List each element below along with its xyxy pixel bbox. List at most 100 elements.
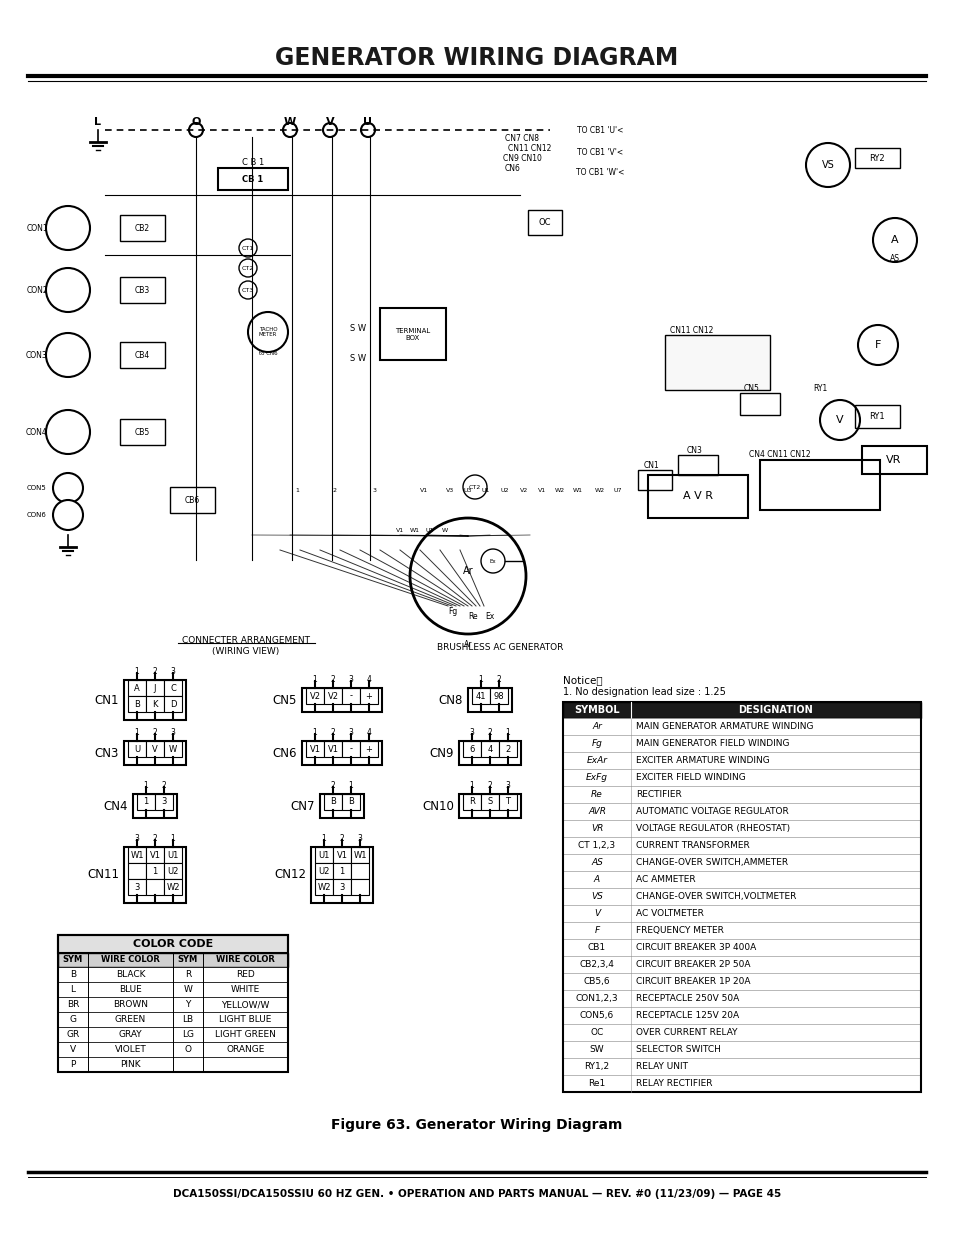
Text: F: F xyxy=(874,340,881,350)
Bar xyxy=(311,847,373,903)
Text: CN10: CN10 xyxy=(421,799,454,813)
Circle shape xyxy=(239,259,256,277)
Text: OC: OC xyxy=(538,217,551,226)
Text: CB5,6: CB5,6 xyxy=(583,977,610,986)
Bar xyxy=(562,803,920,820)
Text: RELAY RECTIFIER: RELAY RECTIFIER xyxy=(636,1079,712,1088)
Bar xyxy=(854,405,899,429)
Text: SW: SW xyxy=(589,1045,603,1053)
Bar xyxy=(124,847,186,903)
Bar xyxy=(341,794,359,810)
Text: LB: LB xyxy=(182,1015,193,1024)
Bar xyxy=(562,1024,920,1041)
Bar xyxy=(562,853,920,871)
Text: ORANGE: ORANGE xyxy=(226,1045,264,1053)
Text: GRAY: GRAY xyxy=(118,1030,142,1039)
Text: VR: VR xyxy=(590,824,602,832)
Bar xyxy=(351,847,369,863)
Bar xyxy=(678,454,718,475)
Text: WIRE COLOR: WIRE COLOR xyxy=(215,956,274,965)
Text: 3: 3 xyxy=(357,834,362,844)
Bar xyxy=(562,990,920,1007)
Text: 1: 1 xyxy=(144,781,149,790)
Text: V: V xyxy=(70,1045,76,1053)
Text: 1: 1 xyxy=(171,834,175,844)
Text: 6: 6 xyxy=(469,745,475,753)
Bar xyxy=(562,735,920,752)
Circle shape xyxy=(189,124,203,137)
Bar xyxy=(132,794,177,818)
Text: B: B xyxy=(70,969,76,979)
Text: CN5: CN5 xyxy=(743,384,760,393)
Text: CN6: CN6 xyxy=(273,746,296,760)
Text: CB5: CB5 xyxy=(134,427,150,436)
Text: 2: 2 xyxy=(497,676,501,684)
Text: 2: 2 xyxy=(331,727,335,737)
Text: 1: 1 xyxy=(143,798,149,806)
Bar xyxy=(480,794,498,810)
Text: -: - xyxy=(349,745,352,753)
Circle shape xyxy=(53,500,83,530)
Text: W2: W2 xyxy=(317,883,331,892)
Text: L: L xyxy=(71,986,75,994)
Bar xyxy=(164,680,182,697)
Text: W: W xyxy=(169,745,177,753)
Circle shape xyxy=(410,517,525,634)
Text: CN1: CN1 xyxy=(643,461,659,469)
Text: CT3: CT3 xyxy=(242,288,253,293)
Bar xyxy=(462,794,480,810)
Text: V1: V1 xyxy=(537,488,545,493)
Text: R: R xyxy=(469,798,475,806)
Text: CN11: CN11 xyxy=(87,868,119,882)
Bar xyxy=(562,752,920,769)
Text: 1: 1 xyxy=(505,727,510,737)
Circle shape xyxy=(805,143,849,186)
Text: P: P xyxy=(71,1060,75,1070)
Text: V3: V3 xyxy=(445,488,454,493)
Text: B: B xyxy=(330,798,335,806)
Text: 2: 2 xyxy=(152,834,157,844)
Bar xyxy=(164,697,182,713)
Bar xyxy=(458,794,520,818)
Bar xyxy=(124,680,186,720)
Text: V1: V1 xyxy=(419,488,428,493)
Text: U1: U1 xyxy=(318,851,330,860)
Circle shape xyxy=(857,325,897,366)
Text: CT 1,2,3: CT 1,2,3 xyxy=(578,841,615,850)
Text: 1: 1 xyxy=(134,727,139,737)
Bar xyxy=(324,794,341,810)
Text: 1: 1 xyxy=(348,781,353,790)
Bar xyxy=(128,847,146,863)
Text: V: V xyxy=(152,745,157,753)
Text: 1: 1 xyxy=(339,867,344,876)
Text: V2: V2 xyxy=(309,692,320,700)
Text: 4: 4 xyxy=(366,676,371,684)
Bar xyxy=(164,741,182,757)
Bar xyxy=(490,688,507,704)
Text: A: A xyxy=(890,235,898,245)
Text: RY2: RY2 xyxy=(868,153,883,163)
Bar xyxy=(562,939,920,956)
Text: 3: 3 xyxy=(348,727,353,737)
Text: TERMINAL
BOX: TERMINAL BOX xyxy=(395,327,430,341)
Text: 1: 1 xyxy=(321,834,326,844)
Text: CON4: CON4 xyxy=(26,427,48,436)
Text: ExFg: ExFg xyxy=(585,773,607,782)
Text: +: + xyxy=(365,692,372,700)
Text: BLACK: BLACK xyxy=(115,969,145,979)
Bar xyxy=(480,741,498,757)
Bar xyxy=(58,1028,288,1042)
Circle shape xyxy=(360,124,375,137)
Text: BROWN: BROWN xyxy=(112,1000,148,1009)
Bar xyxy=(740,393,780,415)
Bar xyxy=(562,785,920,803)
Text: CON1: CON1 xyxy=(26,224,48,232)
Bar xyxy=(314,847,333,863)
Bar xyxy=(472,688,490,704)
Bar xyxy=(324,688,341,704)
Text: 98: 98 xyxy=(493,692,504,700)
Text: EXCITER ARMATURE WINDING: EXCITER ARMATURE WINDING xyxy=(636,756,769,764)
Text: W1: W1 xyxy=(131,851,144,860)
Text: D: D xyxy=(170,699,176,709)
Text: Re: Re xyxy=(468,611,477,620)
